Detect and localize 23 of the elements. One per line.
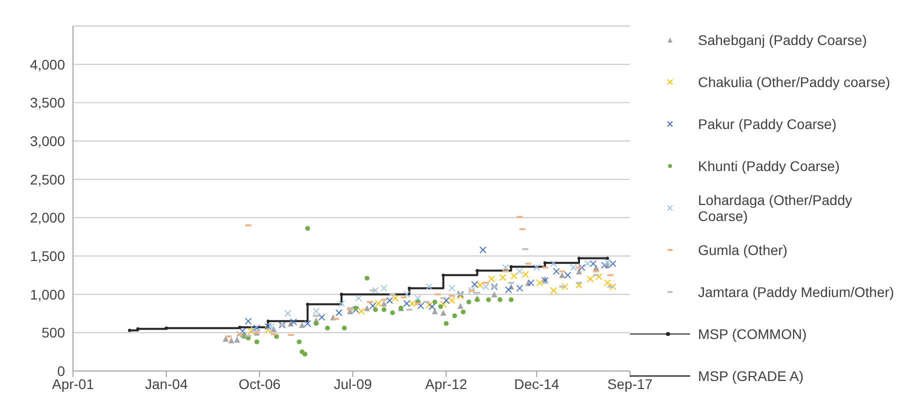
legend-label: MSP (COMMON) (698, 326, 808, 342)
y-tick-label: 2,000 (30, 210, 66, 226)
x-tick-label: Jul-09 (334, 376, 372, 392)
x-tick-label: Apr-12 (425, 376, 468, 392)
legend-label: Pakur (Paddy Coarse) (698, 116, 838, 132)
x-tick-label: Oct-06 (238, 376, 281, 392)
legend-label: Chakulia (Other/Paddy coarse) (698, 74, 892, 90)
legend-label: Gumla (Other) (698, 242, 788, 258)
x-tick-label: Dec-14 (514, 376, 560, 392)
y-tick-label: 4,000 (30, 56, 66, 72)
y-tick-label: 1,500 (30, 248, 66, 264)
y-tick-label: 1,000 (30, 286, 66, 302)
y-tick-label: 2,500 (30, 171, 66, 188)
legend-label: Sahebganj (Paddy Coarse) (698, 32, 868, 48)
y-tick-label: 3,500 (30, 94, 66, 111)
x-tick-label: Sep-17 (607, 376, 653, 392)
legend-label: MSP (GRADE A) (698, 368, 805, 384)
legend-label: Lohardaga (Other/Paddy Coarse) (698, 192, 854, 224)
legend-label: Jamtara (Paddy Medium/Other) (698, 284, 896, 300)
y-tick-label: 3,000 (30, 132, 66, 149)
legend-label: Khunti (Paddy Coarse) (698, 158, 841, 174)
y-tick-label: 500 (42, 324, 66, 341)
x-tick-label: Jan-04 (144, 376, 188, 392)
